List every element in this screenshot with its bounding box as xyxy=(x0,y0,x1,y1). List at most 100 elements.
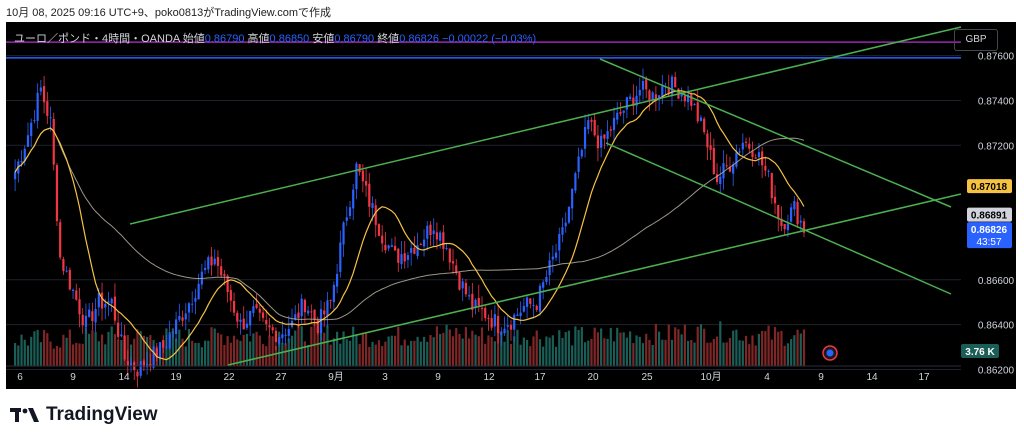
candle-body xyxy=(648,90,651,102)
volume-bar xyxy=(670,339,674,366)
time-axis-label: 9 xyxy=(70,372,76,383)
volume-bar xyxy=(741,340,744,366)
candle-body xyxy=(732,164,735,174)
time-axis-label: 25 xyxy=(641,372,653,383)
volume-bar xyxy=(548,337,551,366)
volume-bar xyxy=(712,338,715,366)
candle-body xyxy=(493,314,496,327)
volume-bar xyxy=(480,327,484,366)
volume-bar xyxy=(146,336,149,366)
price-chart[interactable]: 0.87600 0.87400 0.87200 0.86600 0.86400 0.862… xyxy=(6,22,1016,389)
volume-bar xyxy=(342,331,345,366)
candle-body xyxy=(268,325,271,328)
high-label: 高値 xyxy=(247,33,270,45)
candle-body xyxy=(336,273,339,287)
candle-body xyxy=(635,95,638,106)
volume-bar xyxy=(316,326,319,366)
candle-body xyxy=(287,329,290,336)
volume-bar xyxy=(303,341,306,366)
volume-bar xyxy=(590,338,593,366)
candle-body xyxy=(616,112,619,120)
candle-body xyxy=(403,253,406,262)
volume-bar xyxy=(651,344,654,366)
volume-bar xyxy=(14,342,17,366)
volume-bar xyxy=(738,340,741,366)
volume-bar xyxy=(445,324,448,366)
volume-bar xyxy=(719,321,722,366)
candle-body xyxy=(14,172,17,180)
candle-body xyxy=(194,297,197,302)
candle-body xyxy=(738,151,741,153)
volume-bar xyxy=(194,342,197,366)
candle-body xyxy=(62,258,65,272)
volume-bar xyxy=(725,342,728,366)
volume-bar xyxy=(323,332,326,366)
volume-bar xyxy=(561,337,564,366)
candle-body xyxy=(81,314,84,326)
candle-body xyxy=(545,277,548,283)
volume-bar xyxy=(397,326,400,366)
volume-bar xyxy=(635,335,638,366)
candle-body xyxy=(239,319,242,322)
candle-body xyxy=(107,301,110,303)
volume-bar xyxy=(622,332,625,366)
volume-bar xyxy=(117,339,120,366)
candle-body xyxy=(332,284,335,303)
volume-bar xyxy=(558,330,561,366)
volume-bar xyxy=(690,339,693,366)
candle-body xyxy=(609,129,612,131)
currency-badge[interactable]: GBP xyxy=(954,29,998,51)
volume-bar xyxy=(706,342,709,366)
volume-bar xyxy=(278,331,281,366)
volume-bar xyxy=(487,335,490,366)
candle-body xyxy=(162,340,165,348)
candle-body xyxy=(358,164,361,173)
volume-bar xyxy=(786,343,789,366)
candle-body xyxy=(500,332,503,335)
candle-body xyxy=(709,145,712,150)
candle-body xyxy=(249,310,252,326)
candle-body xyxy=(780,218,783,226)
candle-body xyxy=(451,261,455,264)
candle-body xyxy=(506,325,509,327)
channel-trendline xyxy=(129,26,962,225)
volume-bar xyxy=(667,324,670,366)
candle-body xyxy=(278,337,281,344)
volume-bar xyxy=(133,338,136,366)
candle-body xyxy=(651,92,654,100)
time-axis-label: 14 xyxy=(866,372,878,383)
volume-bar xyxy=(612,341,616,366)
alert-icon-center xyxy=(826,349,834,357)
volume-bar xyxy=(764,331,767,366)
time-axis-label: 17 xyxy=(918,372,930,383)
candle-body xyxy=(181,317,184,321)
candle-body xyxy=(232,300,236,313)
candle-body xyxy=(680,94,683,97)
candle-body xyxy=(468,295,471,297)
volume-bar xyxy=(439,334,442,366)
candle-body xyxy=(155,348,158,358)
candle-body xyxy=(455,265,458,274)
candle-body xyxy=(223,273,226,276)
candle-body xyxy=(274,330,278,343)
volume-bar xyxy=(641,343,645,366)
volume-bar xyxy=(410,340,413,366)
time-axis-label: 10月 xyxy=(700,371,721,383)
chart-panel[interactable]: ユーロ／ポンド・4時間・OANDA 始値0.86790 高値0.86850 安値… xyxy=(6,22,1016,389)
candle-body xyxy=(303,299,306,313)
candle-body xyxy=(448,248,451,263)
candle-body xyxy=(49,117,52,119)
candle-body xyxy=(20,160,23,163)
volume-bar xyxy=(181,338,184,366)
volume-bar xyxy=(381,345,384,366)
volume-bar xyxy=(419,341,422,366)
candle-body xyxy=(390,245,393,247)
candle-body xyxy=(535,305,538,310)
volume-bar xyxy=(796,329,799,366)
candle-body xyxy=(284,334,287,336)
volume-bar xyxy=(503,341,506,366)
candle-body xyxy=(715,174,719,183)
volume-bar xyxy=(271,336,274,366)
volume-bar xyxy=(184,346,187,366)
candle-body xyxy=(699,117,703,121)
